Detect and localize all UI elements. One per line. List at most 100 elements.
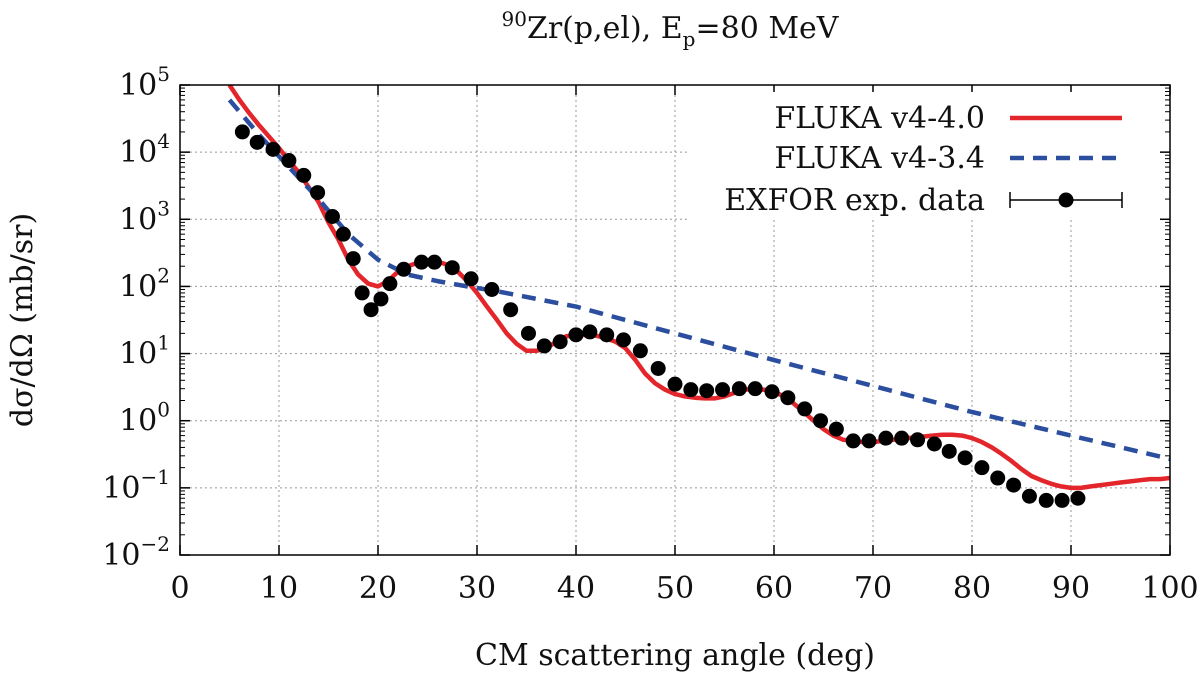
legend-marker (1058, 192, 1074, 208)
y-tick-base: 10 (119, 269, 157, 304)
exfor-data-point (552, 334, 568, 350)
exfor-data-point (396, 261, 412, 277)
exfor-data-point (667, 376, 683, 392)
legend-label-fluka-440: FLUKA v4-4.0 (774, 101, 985, 136)
exfor-data-point (1070, 490, 1086, 506)
exfor-data-point (373, 291, 389, 307)
y-tick-exponent: 3 (157, 196, 170, 220)
exfor-data-point (568, 327, 584, 343)
chart-title: 90Zr(p,el), Ep=80 MeV (502, 7, 840, 51)
x-tick-label: 60 (755, 571, 793, 606)
y-tick-exponent: 2 (157, 263, 170, 287)
exfor-data-point (780, 390, 796, 406)
x-tick-label: 80 (953, 571, 991, 606)
exfor-data-point (324, 209, 340, 225)
exfor-data-point (345, 251, 361, 267)
exfor-data-point (699, 383, 715, 399)
exfor-data-point (797, 401, 813, 417)
legend-label-fluka-334: FLUKA v4-3.4 (774, 141, 985, 176)
y-tick-label: 102 (119, 263, 170, 304)
exfor-data-point (599, 327, 615, 343)
x-tick-label: 100 (1141, 571, 1198, 606)
exfor-data-point (1006, 477, 1022, 493)
y-tick-base: 10 (119, 68, 157, 103)
exfor-data-point (632, 343, 648, 359)
x-tick-labels: 0 10 20 30 40 50 60 70 80 90 100 (170, 571, 1198, 606)
exfor-data-point (878, 430, 894, 446)
y-tick-base: 10 (119, 404, 157, 439)
exfor-data-point (426, 254, 442, 270)
exfor-data-point (335, 226, 351, 242)
exfor-data-point (520, 325, 536, 341)
y-axis-label: dσ/dΩ (mb/sr) (5, 213, 40, 427)
y-tick-exponent: 4 (157, 129, 170, 153)
y-tick-label: 105 (119, 62, 170, 103)
exfor-data-point (616, 332, 632, 348)
exfor-data-point (234, 124, 250, 140)
y-tick-exponent: −2 (141, 532, 170, 556)
exfor-data-point (731, 381, 747, 397)
exfor-data-point (249, 134, 265, 150)
y-tick-label: 10−1 (102, 465, 170, 506)
legend-swatch-exfor (1009, 192, 1123, 208)
exfor-data-point (536, 338, 552, 354)
y-tick-base: 10 (119, 337, 157, 372)
exfor-data-point (715, 382, 731, 398)
exfor-data-point (503, 302, 519, 318)
y-tick-label: 104 (119, 129, 170, 170)
x-tick-label: 40 (557, 571, 595, 606)
exfor-data-point (296, 167, 312, 183)
y-tick-exponent: −1 (141, 465, 170, 489)
exfor-data-point (894, 430, 910, 446)
y-tick-base: 10 (102, 471, 140, 506)
chart-title-tail: =80 MeV (695, 11, 839, 46)
x-tick-label: 70 (854, 571, 892, 606)
y-tick-base: 10 (119, 135, 157, 170)
chart-title-base: Zr(p,el), E (527, 11, 683, 46)
exfor-data-point (310, 185, 326, 201)
exfor-data-point (444, 260, 460, 276)
exfor-data-point (941, 443, 957, 459)
exfor-data-point (910, 432, 926, 448)
y-tick-exponent: 0 (157, 398, 170, 422)
grid-lines (180, 85, 1170, 555)
y-tick-base: 10 (119, 202, 157, 237)
exfor-data-point (845, 433, 861, 449)
x-axis-label: CM scattering angle (deg) (475, 638, 875, 673)
exfor-data-point (1054, 492, 1070, 508)
exfor-data-point (354, 285, 370, 301)
series-fluka-334-line (227, 98, 1170, 462)
exfor-data-point (974, 460, 990, 476)
exfor-data-point (650, 360, 666, 376)
series-layer (227, 85, 1170, 508)
exfor-data-point (463, 271, 479, 287)
x-tick-label: 90 (1052, 571, 1090, 606)
exfor-data-point (281, 153, 297, 169)
x-tick-label: 0 (170, 571, 189, 606)
y-tick-label: 101 (119, 331, 170, 372)
exfor-data-point (414, 254, 430, 270)
exfor-data-point (861, 433, 877, 449)
x-tick-label: 50 (656, 571, 694, 606)
x-tick-label: 20 (359, 571, 397, 606)
x-tick-label: 30 (458, 571, 496, 606)
legend-label-exfor: EXFOR exp. data (724, 183, 985, 218)
exfor-data-point (683, 382, 699, 398)
y-tick-label: 10−2 (102, 532, 170, 573)
exfor-data-point (363, 302, 379, 318)
y-tick-exponent: 1 (157, 331, 170, 355)
exfor-data-point (582, 324, 598, 340)
exfor-data-point (957, 450, 973, 466)
exfor-data-point (382, 276, 398, 292)
exfor-data-point (828, 421, 844, 437)
chart-title-sup: 90 (502, 7, 527, 31)
x-tick-label: 10 (260, 571, 298, 606)
y-tick-base: 10 (102, 538, 140, 573)
y-tick-label: 103 (119, 196, 170, 237)
chart-title-sub: p (683, 27, 696, 51)
exfor-data-point (747, 381, 763, 397)
exfor-data-point (1021, 488, 1037, 504)
exfor-data-point (764, 384, 780, 400)
